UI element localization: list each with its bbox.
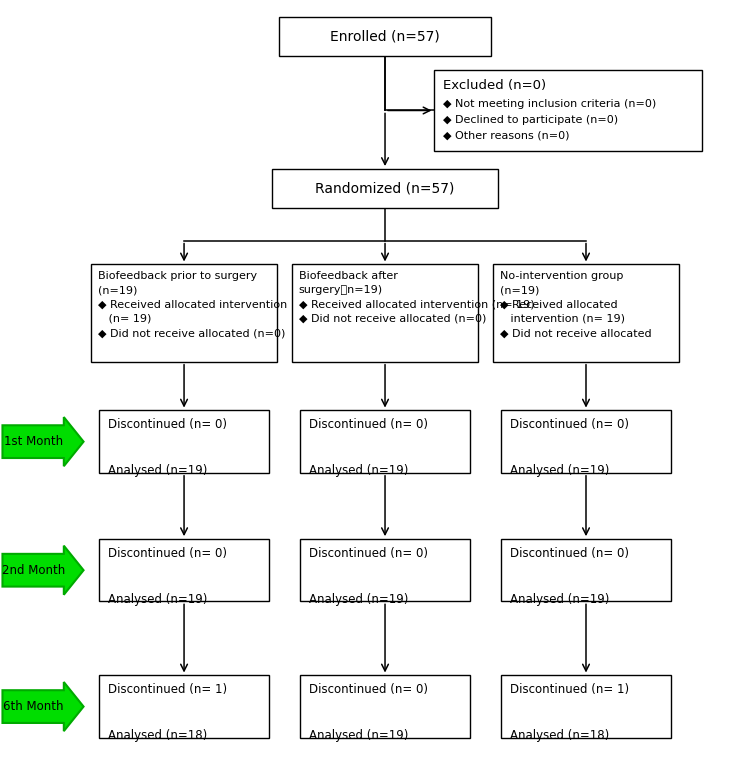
Text: Discontinued (n= 0)

Analysed (n=19): Discontinued (n= 0) Analysed (n=19): [108, 418, 227, 477]
Text: 6th Month: 6th Month: [3, 700, 64, 713]
FancyArrow shape: [2, 417, 84, 466]
Text: Discontinued (n= 0)

Analysed (n=19): Discontinued (n= 0) Analysed (n=19): [108, 547, 227, 606]
Text: Discontinued (n= 0)

Analysed (n=19): Discontinued (n= 0) Analysed (n=19): [309, 547, 428, 606]
FancyArrow shape: [2, 682, 84, 731]
Bar: [292, 264, 478, 362]
Text: ◆ Not meeting inclusion criteria (n=0)
◆ Declined to participate (n=0)
◆ Other r: ◆ Not meeting inclusion criteria (n=0) ◆…: [443, 99, 656, 141]
Bar: [501, 676, 670, 737]
Bar: [301, 539, 470, 601]
Bar: [91, 264, 277, 362]
Text: Discontinued (n= 1)

Analysed (n=18): Discontinued (n= 1) Analysed (n=18): [510, 683, 629, 742]
Bar: [435, 70, 702, 152]
Text: Excluded (n=0): Excluded (n=0): [443, 79, 546, 92]
Bar: [100, 539, 269, 601]
Bar: [272, 169, 498, 208]
Text: Discontinued (n= 0)

Analysed (n=19): Discontinued (n= 0) Analysed (n=19): [309, 683, 428, 742]
Bar: [493, 264, 679, 362]
Text: 1st Month: 1st Month: [4, 435, 63, 448]
Bar: [501, 411, 670, 473]
Text: No-intervention group
(n=19)
◆ Received allocated
   intervention (n= 19)
◆ Did : No-intervention group (n=19) ◆ Received …: [500, 271, 651, 338]
Text: Discontinued (n= 1)

Analysed (n=18): Discontinued (n= 1) Analysed (n=18): [108, 683, 227, 742]
Text: Discontinued (n= 0)

Analysed (n=19): Discontinued (n= 0) Analysed (n=19): [510, 418, 629, 477]
Bar: [301, 676, 470, 737]
Text: Enrolled (n=57): Enrolled (n=57): [330, 30, 440, 44]
Text: Randomized (n=57): Randomized (n=57): [316, 181, 454, 196]
Text: Biofeedback after
surgery（n=19)
◆ Received allocated intervention (n= 19)
◆ Did : Biofeedback after surgery（n=19) ◆ Receiv…: [299, 271, 534, 324]
Bar: [100, 411, 269, 473]
Text: Discontinued (n= 0)

Analysed (n=19): Discontinued (n= 0) Analysed (n=19): [510, 547, 629, 606]
Bar: [301, 411, 470, 473]
Text: Discontinued (n= 0)

Analysed (n=19): Discontinued (n= 0) Analysed (n=19): [309, 418, 428, 477]
FancyArrow shape: [2, 546, 84, 595]
Bar: [100, 676, 269, 737]
Text: 2nd Month: 2nd Month: [1, 564, 65, 576]
Bar: [279, 17, 491, 56]
Text: Biofeedback prior to surgery
(n=19)
◆ Received allocated intervention
   (n= 19): Biofeedback prior to surgery (n=19) ◆ Re…: [98, 271, 287, 338]
Bar: [501, 539, 670, 601]
